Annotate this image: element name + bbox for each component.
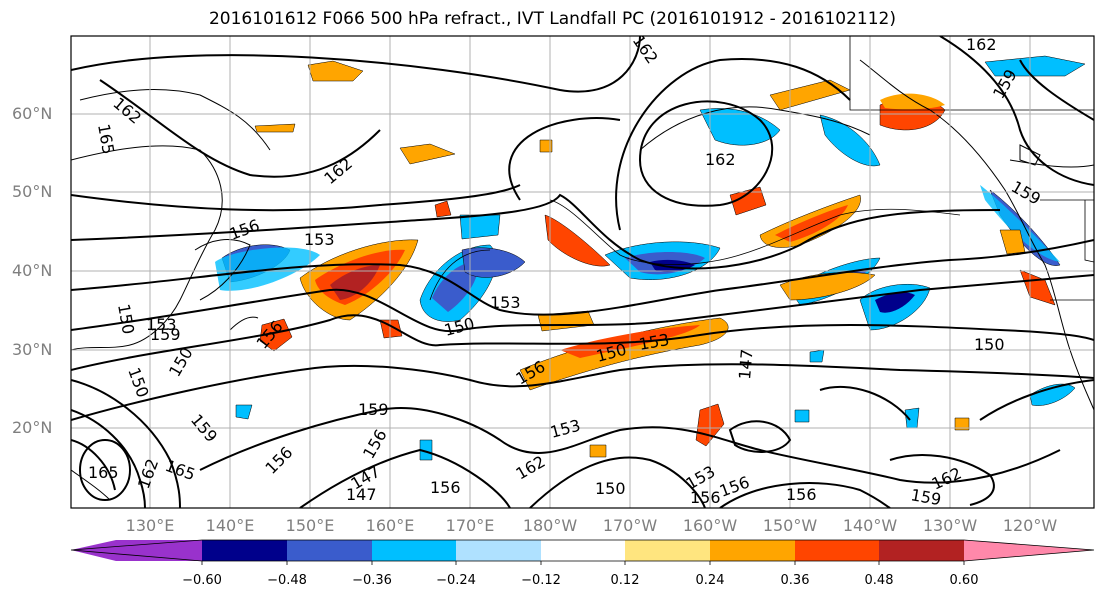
lat-label: 50°N [12, 182, 53, 201]
contour-label: 159 [909, 485, 942, 509]
colorbar-tick-label: 0.12 [610, 573, 640, 588]
colorbar-tick-label: −0.12 [521, 573, 561, 588]
contour-label: 156 [430, 478, 461, 497]
contour-label: 162 [705, 150, 736, 169]
colorbar-swatch [202, 540, 287, 561]
colorbar-swatch [879, 540, 964, 561]
contour-label: 153 [490, 293, 521, 312]
coastlines [71, 59, 1094, 501]
colorbar-swatch [710, 540, 795, 561]
lon-label: 130°W [922, 516, 978, 535]
lon-label: 120°W [1002, 516, 1058, 535]
lat-label: 40°N [12, 261, 53, 280]
colorbar-swatch [964, 540, 1094, 561]
colorbar-tick-label: 0.24 [695, 573, 725, 588]
lon-label: 160°E [365, 516, 415, 535]
lon-label: 160°W [682, 516, 738, 535]
thin-contours [429, 199, 961, 301]
lat-label: 20°N [12, 418, 53, 437]
contour-label: 147 [735, 348, 757, 380]
lon-label: 150°E [285, 516, 335, 535]
lat-label: 60°N [12, 104, 53, 123]
colorbar-swatch [625, 540, 710, 561]
colorbar-tick-label: −0.36 [352, 573, 392, 588]
colorbar-tick-label: −0.48 [267, 573, 307, 588]
contour-label: 159 [150, 325, 181, 344]
colorbar [70, 539, 1095, 565]
contour-label: 156 [786, 485, 817, 504]
contour-label: 159 [358, 400, 389, 419]
map-panel: 162 165 162 162 162 159 156 153 153 150 … [71, 35, 1094, 509]
contour-label: 153 [304, 230, 335, 249]
map-frame [70, 35, 1095, 509]
lon-label: 150°W [762, 516, 818, 535]
colorbar-swatch [541, 540, 625, 561]
colorbar-swatch [456, 540, 541, 561]
lon-label: 130°E [125, 516, 175, 535]
gridlines [71, 36, 1094, 508]
colorbar-tick-label: −0.24 [436, 573, 476, 588]
contour-label: 147 [346, 485, 377, 504]
lon-label: 180°W [522, 516, 578, 535]
colorbar-swatch [71, 540, 202, 561]
colorbar-swatch [287, 540, 372, 561]
colorbar-tick-label: 0.36 [780, 573, 810, 588]
lon-label: 140°E [205, 516, 255, 535]
colorbar-tick-label: −0.60 [182, 573, 222, 588]
lat-label: 30°N [12, 340, 53, 359]
colorbar-swatch [372, 540, 456, 561]
contour-label: 156 [690, 488, 721, 507]
contour-label: 153 [146, 315, 177, 334]
height-contours [71, 36, 1094, 508]
lon-label: 170°E [445, 516, 495, 535]
contour-label: 165 [88, 463, 119, 482]
colorbar-tick-label: 0.48 [864, 573, 894, 588]
contour-label: 150 [595, 479, 626, 498]
map-title: 2016101612 F066 500 hPa refract., IVT La… [208, 9, 896, 29]
colorbar-swatch [795, 540, 879, 561]
contour-label: 150 [974, 335, 1005, 354]
lon-label: 170°W [602, 516, 658, 535]
lon-label: 140°W [842, 516, 898, 535]
contour-label: 162 [966, 35, 997, 54]
colorbar-tick-label: 0.60 [949, 573, 979, 588]
